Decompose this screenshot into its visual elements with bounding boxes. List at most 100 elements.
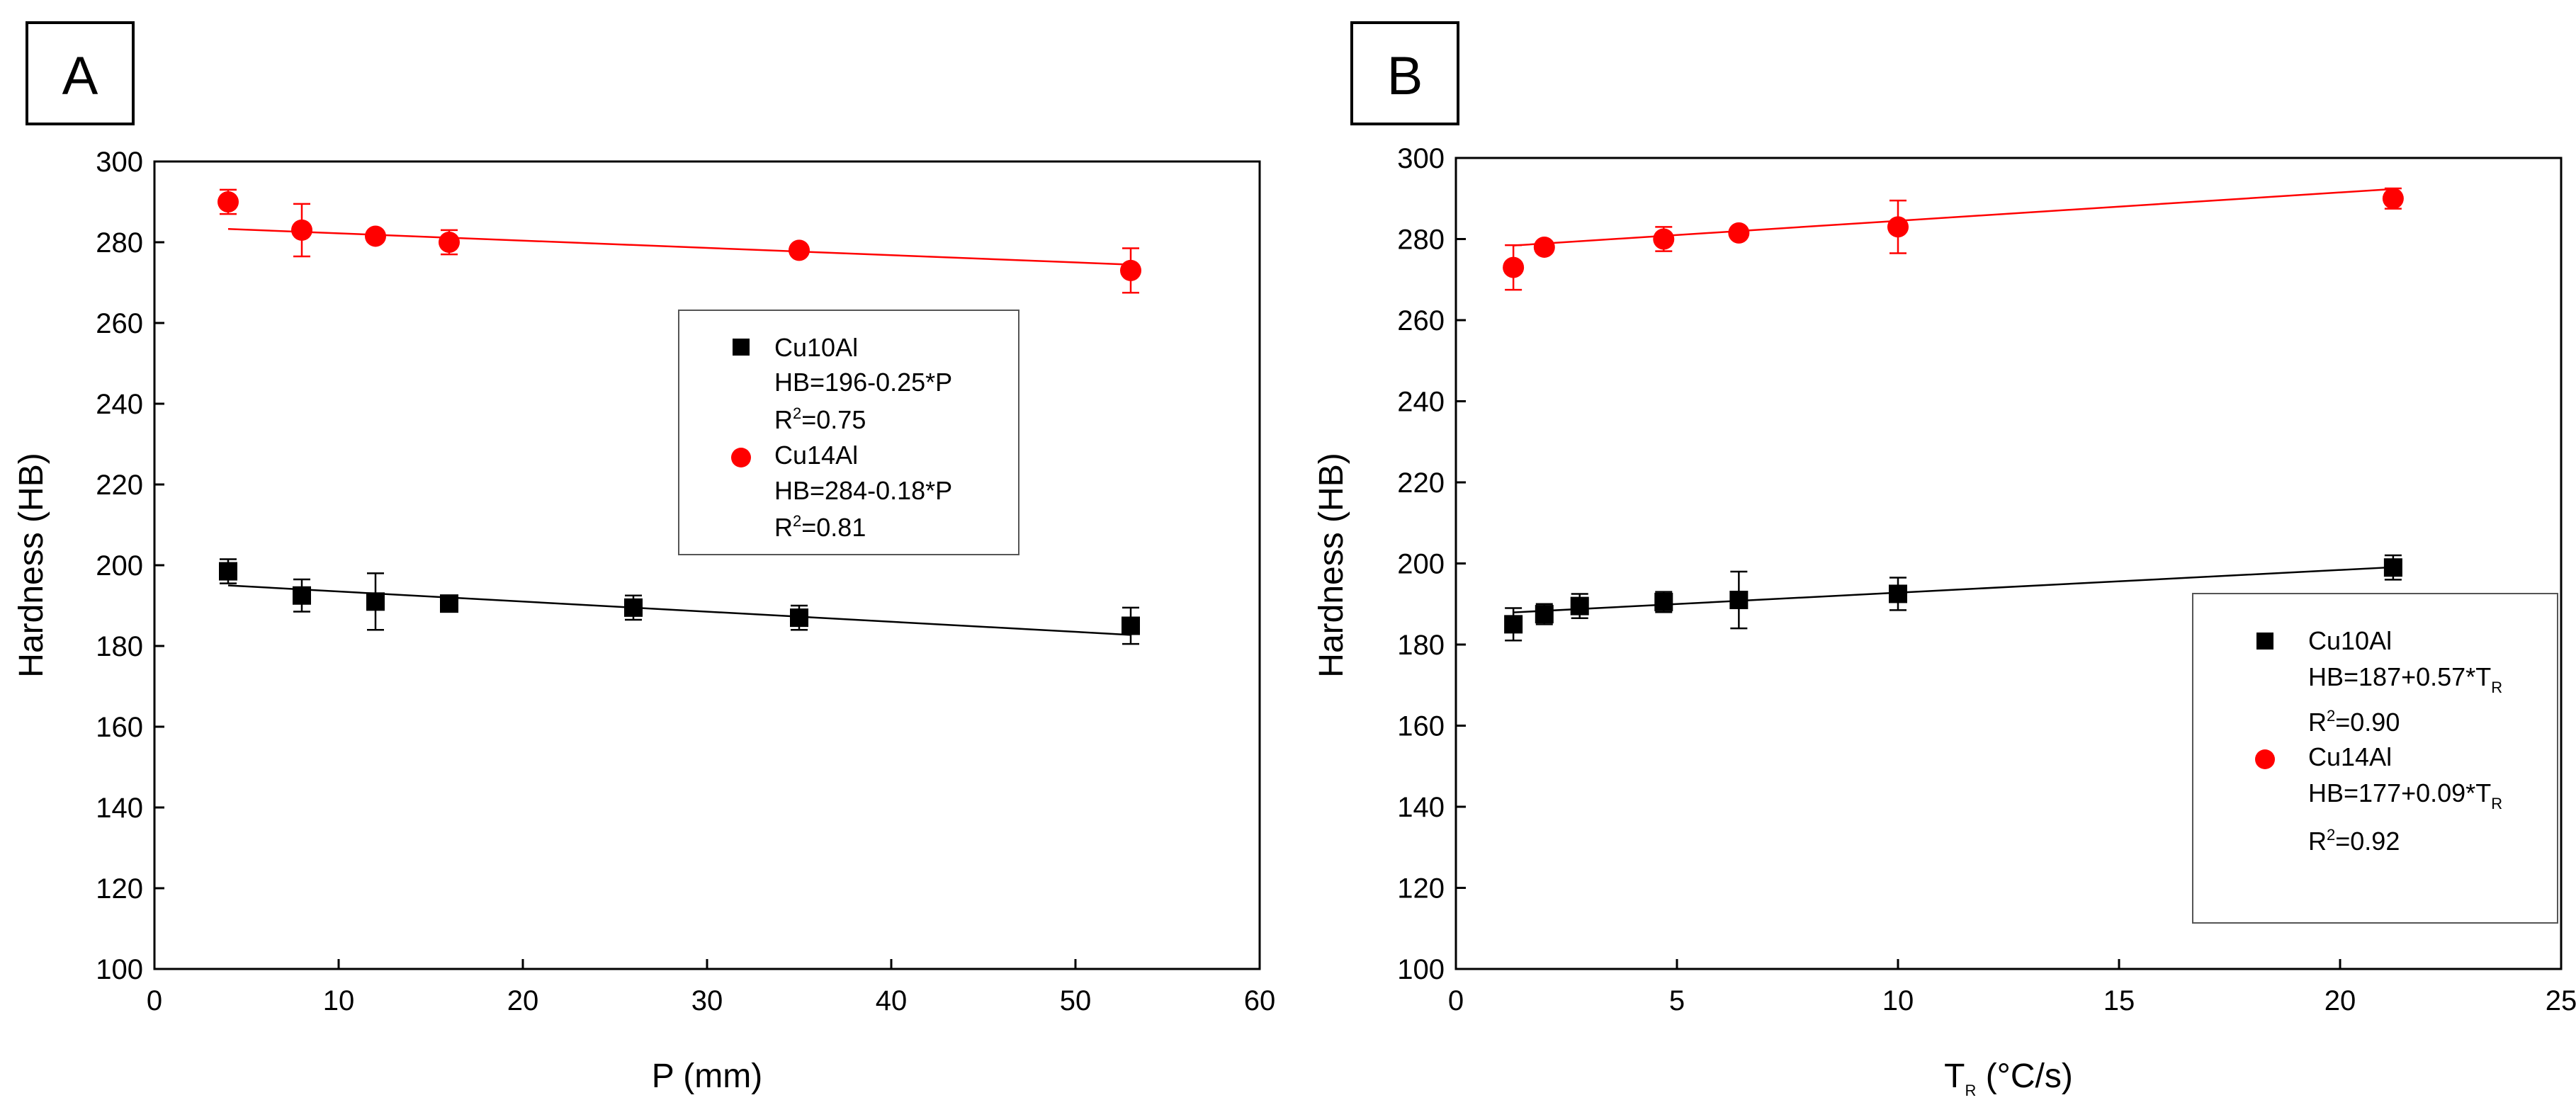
plot-b-legend-box bbox=[2192, 593, 2558, 924]
square-marker bbox=[219, 562, 237, 581]
plot-a-fit-line-cu10al bbox=[227, 584, 1131, 636]
square-marker bbox=[293, 586, 311, 605]
plot-a-point-cu14al bbox=[218, 188, 239, 215]
circle-marker bbox=[365, 225, 386, 247]
plot-a-legend-name-cu10al: Cu10Al bbox=[774, 333, 858, 362]
plot-a-point-cu14al bbox=[789, 239, 810, 261]
plot-b-y-tick-label: 260 bbox=[1397, 305, 1445, 336]
square-marker bbox=[366, 592, 385, 611]
plot-a-point-cu14al bbox=[1120, 247, 1141, 294]
circle-marker bbox=[1120, 259, 1141, 281]
plot-b-x-axis-label-sub: R bbox=[1965, 1082, 1976, 1099]
plot-b-y-tick-label: 280 bbox=[1397, 225, 1445, 256]
plot-b-point-cu14al bbox=[1503, 244, 1525, 291]
plot-b-legend-equation-cu14al-sub: R bbox=[2491, 795, 2502, 812]
plot-b-y-tick-label: 220 bbox=[1397, 467, 1445, 499]
plot-b-legend-equation-cu14al-main: HB=177+0.09*T bbox=[2308, 778, 2491, 807]
plot-a-y-tick-label: 240 bbox=[96, 389, 143, 420]
plot-a-point-cu10al bbox=[293, 578, 311, 613]
circle-marker bbox=[1887, 216, 1909, 238]
plot-a-point-cu10al bbox=[790, 604, 808, 631]
plot-b-y-axis-label: Hardness (HB) bbox=[1313, 453, 1350, 677]
plot-b-x-tick-label: 20 bbox=[2324, 985, 2356, 1016]
plot-b-legend: Cu10Al HB=187+0.57*TR R2=0.90 Cu14Al HB=… bbox=[2192, 593, 2558, 924]
plot-a-fit-line-cu14al bbox=[227, 228, 1131, 266]
plot-a-legend-name-cu14al: Cu14Al bbox=[774, 441, 858, 470]
plot-a-x-axis-label: P (mm) bbox=[652, 1058, 762, 1095]
circle-marker bbox=[291, 219, 312, 241]
plot-a-x-tick-label: 20 bbox=[507, 985, 539, 1016]
plot-b-legend-equation-cu10al-main: HB=187+0.57*T bbox=[2308, 662, 2491, 691]
plot-b-point-cu14al bbox=[1653, 226, 1675, 252]
circle-marker bbox=[789, 239, 810, 261]
plot-b-point-cu14al bbox=[2382, 187, 2404, 210]
plot-a-y-tick-label: 300 bbox=[96, 147, 143, 178]
plot-b-legend-r2-value-cu10al: =0.90 bbox=[2335, 708, 2400, 737]
plot-b-x-tick-label: 5 bbox=[1669, 985, 1685, 1016]
plot-b-y-tick-label: 300 bbox=[1397, 143, 1445, 174]
plot-b-fit-line-cu14al bbox=[1513, 188, 2393, 246]
plot-b-point-cu14al bbox=[1533, 236, 1555, 258]
plot-a-legend-equation-cu14al: HB=284-0.18*P bbox=[774, 476, 952, 505]
plot-a-y-tick-label: 120 bbox=[96, 873, 143, 905]
plot-a-point-cu14al bbox=[291, 203, 312, 258]
plot-a-legend-r2-cu10al: R2=0.75 bbox=[774, 404, 866, 434]
plot-b-legend-equation-cu10al-sub: R bbox=[2491, 679, 2502, 696]
square-marker bbox=[1889, 584, 1907, 603]
plot-b-legend-name-cu10al: Cu10Al bbox=[2308, 626, 2392, 655]
plot-a-point-cu10al bbox=[624, 594, 643, 621]
plot-a-data-points bbox=[218, 188, 1141, 645]
plot-b-legend-marker-cu10al bbox=[2256, 633, 2273, 650]
plot-a-point-cu10al bbox=[366, 572, 385, 631]
square-marker bbox=[1729, 591, 1749, 610]
circle-marker bbox=[1533, 236, 1555, 258]
plot-b-fit-lines bbox=[1513, 188, 2393, 613]
plot-b-y-tick-label: 140 bbox=[1397, 792, 1445, 823]
circle-marker bbox=[2382, 188, 2404, 210]
square-marker bbox=[1535, 605, 1554, 624]
plot-b-y-tick-label: 100 bbox=[1397, 954, 1445, 985]
plot-a: 100 120 140 160 180 200 220 240 260 280 300 0 10 20 3… bbox=[96, 147, 1275, 1016]
panel-a-label-box bbox=[26, 21, 135, 125]
panel-b-label: B bbox=[1387, 46, 1423, 106]
plot-a-x-tick-label: 60 bbox=[1244, 985, 1276, 1016]
plot-b-x-tick-label: 15 bbox=[2103, 985, 2135, 1016]
plot-a-y-axis-label: Hardness (HB) bbox=[13, 453, 50, 677]
panel-a-label: A bbox=[62, 46, 98, 106]
plot-a-x-tick-label: 50 bbox=[1060, 985, 1092, 1016]
plot-b-legend-name-cu14al: Cu14Al bbox=[2308, 742, 2392, 771]
plot-a-legend-marker-cu10al bbox=[733, 339, 750, 356]
plot-b-legend-r2-cu14al: R2=0.92 bbox=[2308, 826, 2400, 856]
plot-a-y-tick-label: 220 bbox=[96, 470, 143, 501]
plot-b-point-cu10al bbox=[1535, 603, 1554, 625]
plot-b-y-tick-label: 160 bbox=[1397, 711, 1445, 742]
square-marker bbox=[790, 608, 808, 628]
plot-a-point-cu14al bbox=[439, 229, 460, 256]
plot-b-x-axis-label-rest: (°C/s) bbox=[1976, 1058, 2073, 1095]
square-marker bbox=[1122, 616, 1140, 635]
plot-a-x-tick-label: 30 bbox=[691, 985, 723, 1016]
plot-a-legend-r2-cu14al: R2=0.81 bbox=[774, 512, 866, 542]
square-marker bbox=[1570, 596, 1589, 616]
plot-b-data-points bbox=[1503, 187, 2404, 642]
plot-a-y-tick-label: 280 bbox=[96, 227, 143, 259]
square-marker bbox=[624, 598, 643, 617]
plot-a-x-axis: 0 10 20 30 40 50 60 bbox=[147, 959, 1275, 1016]
plot-a-y-tick-label: 260 bbox=[96, 308, 143, 339]
plot-a-frame bbox=[153, 160, 1261, 970]
plot-b-x-tick-label: 25 bbox=[2546, 985, 2576, 1016]
plot-b-x-axis-label-main: T bbox=[1944, 1058, 1965, 1095]
plot-b-point-cu10al bbox=[1654, 591, 1673, 613]
plot-a-legend: Cu10Al HB=196-0.25*P R2=0.75 Cu14Al HB=2… bbox=[678, 310, 1019, 555]
plot-b-y-tick-label: 200 bbox=[1397, 549, 1445, 580]
plot-a-y-tick-label: 180 bbox=[96, 631, 143, 662]
circle-marker bbox=[1503, 256, 1525, 278]
plot-b-y-tick-label: 240 bbox=[1397, 387, 1445, 418]
plot-b-legend-equation-cu14al: HB=177+0.09*TR bbox=[2308, 778, 2502, 812]
plot-a-x-tick-label: 0 bbox=[147, 985, 162, 1016]
plot-a-legend-equation-cu10al: HB=196-0.25*P bbox=[774, 368, 952, 397]
plot-b-legend-marker-cu14al bbox=[2255, 749, 2275, 769]
circle-marker bbox=[1728, 222, 1750, 244]
